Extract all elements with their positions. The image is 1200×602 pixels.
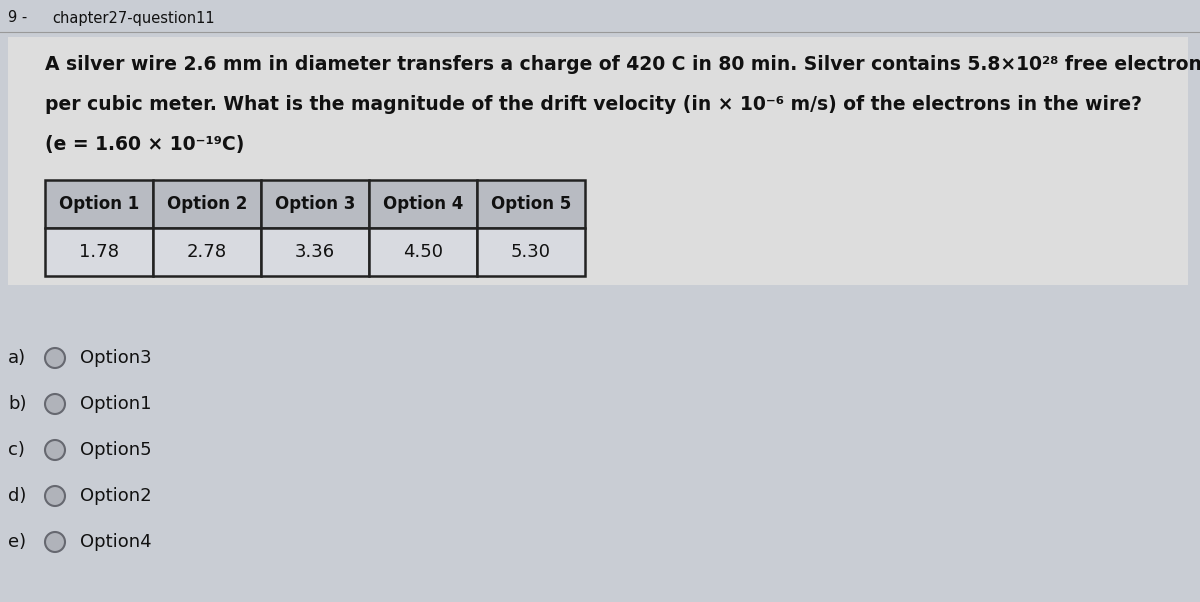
Text: A silver wire 2.6 mm in diameter transfers a charge of 420 C in 80 min. Silver c: A silver wire 2.6 mm in diameter transfe…	[46, 55, 1200, 74]
Text: (e = 1.60 × 10⁻¹⁹C): (e = 1.60 × 10⁻¹⁹C)	[46, 135, 245, 154]
Text: Option 3: Option 3	[275, 195, 355, 213]
Text: per cubic meter. What is the magnitude of the drift velocity (in × 10⁻⁶ m/s) of : per cubic meter. What is the magnitude o…	[46, 95, 1142, 114]
Text: Option 5: Option 5	[491, 195, 571, 213]
FancyBboxPatch shape	[46, 180, 154, 228]
FancyBboxPatch shape	[154, 228, 262, 276]
Circle shape	[46, 532, 65, 552]
FancyBboxPatch shape	[46, 228, 154, 276]
FancyBboxPatch shape	[478, 180, 586, 228]
Circle shape	[46, 486, 65, 506]
Text: e): e)	[8, 533, 26, 551]
FancyBboxPatch shape	[478, 228, 586, 276]
Text: Option1: Option1	[80, 395, 151, 413]
Text: 2.78: 2.78	[187, 243, 227, 261]
Text: chapter27-question11: chapter27-question11	[52, 10, 215, 25]
Circle shape	[46, 440, 65, 460]
Text: 5.30: 5.30	[511, 243, 551, 261]
Circle shape	[46, 394, 65, 414]
FancyBboxPatch shape	[8, 37, 1188, 285]
Text: Option4: Option4	[80, 533, 151, 551]
Circle shape	[46, 348, 65, 368]
Text: 3.36: 3.36	[295, 243, 335, 261]
FancyBboxPatch shape	[154, 180, 262, 228]
Text: Option5: Option5	[80, 441, 151, 459]
Text: 9 -: 9 -	[8, 10, 28, 25]
Text: Option2: Option2	[80, 487, 151, 505]
Text: Option 4: Option 4	[383, 195, 463, 213]
Text: Option 2: Option 2	[167, 195, 247, 213]
Text: 4.50: 4.50	[403, 243, 443, 261]
FancyBboxPatch shape	[370, 228, 478, 276]
FancyBboxPatch shape	[370, 180, 478, 228]
Text: d): d)	[8, 487, 26, 505]
Text: Option3: Option3	[80, 349, 151, 367]
FancyBboxPatch shape	[262, 180, 370, 228]
Text: b): b)	[8, 395, 26, 413]
Text: Option 1: Option 1	[59, 195, 139, 213]
Text: c): c)	[8, 441, 25, 459]
Text: 1.78: 1.78	[79, 243, 119, 261]
FancyBboxPatch shape	[262, 228, 370, 276]
Text: a): a)	[8, 349, 26, 367]
